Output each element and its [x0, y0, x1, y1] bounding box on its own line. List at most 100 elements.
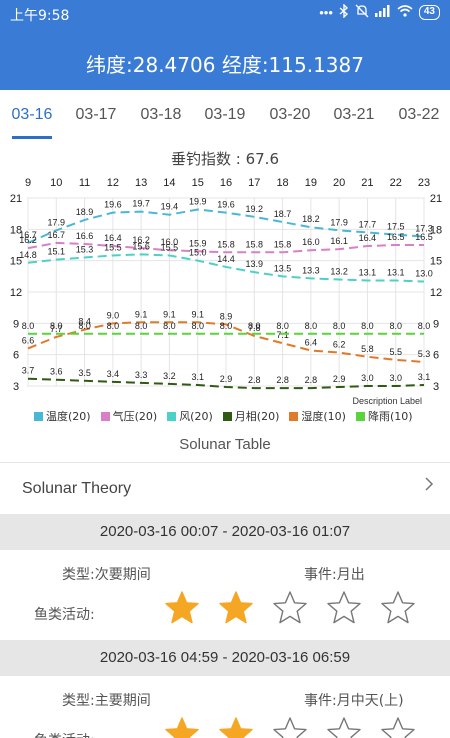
data-label: 17.7 — [359, 219, 377, 229]
data-label: 8.0 — [418, 321, 431, 331]
series-line — [27, 208, 425, 244]
data-label: 2.8 — [276, 375, 289, 385]
tab-03-21[interactable]: 03-21 — [333, 106, 375, 123]
tab-03-18[interactable]: 03-18 — [140, 106, 182, 123]
tab-03-16[interactable]: 03-16 — [11, 106, 53, 123]
series-line — [27, 253, 425, 283]
tab-03-17[interactable]: 03-17 — [75, 106, 117, 123]
fish-activity-rating — [164, 716, 416, 738]
bluetooth-icon — [339, 3, 349, 21]
chart-title: 垂钓指数 : 67.6 — [171, 150, 279, 168]
data-label: 16.0 — [302, 237, 320, 247]
battery-indicator: 43 — [418, 5, 440, 20]
tab-03-22[interactable]: 03-22 — [398, 106, 440, 123]
data-label: 17.9 — [48, 217, 66, 227]
y-tick-label-right: 6 — [433, 350, 439, 362]
data-label: 3.4 — [107, 369, 120, 379]
data-label: 17.3 — [415, 224, 433, 234]
data-label: 15.1 — [48, 247, 66, 257]
legend-label: 月相(20) — [234, 410, 280, 423]
x-tick-label: 10 — [50, 177, 62, 189]
star-empty-icon — [272, 716, 308, 738]
legend-label: 风(20) — [179, 410, 213, 423]
data-label: 2.8 — [305, 375, 318, 385]
y-tick-label-right: 18 — [430, 224, 442, 236]
period-type: 类型:次要期间 — [62, 567, 151, 583]
period-time-range: 2020-03-16 04:59 - 2020-03-16 06:59 — [0, 640, 450, 676]
x-tick-label: 19 — [305, 177, 317, 189]
star-filled-icon — [164, 716, 200, 738]
data-label: 9.1 — [163, 309, 176, 319]
star-empty-icon — [326, 590, 362, 631]
x-tick-label: 22 — [390, 177, 402, 189]
y-tick-label-left: 18 — [10, 224, 22, 236]
data-label: 19.4 — [161, 202, 179, 212]
active-tab-indicator — [12, 136, 52, 139]
period-event: 事件:月中天(上) — [304, 693, 404, 709]
data-label: 17.5 — [387, 222, 405, 232]
star-empty-icon — [380, 716, 416, 738]
data-label: 3.2 — [163, 371, 176, 381]
data-label: 5.3 — [418, 349, 431, 359]
x-tick-label: 16 — [220, 177, 232, 189]
data-label: 17.9 — [330, 217, 348, 227]
data-label: 8.0 — [22, 321, 35, 331]
data-label: 8.9 — [220, 311, 233, 321]
legend-item: 湿度(10) — [289, 408, 346, 424]
x-tick-label: 11 — [79, 177, 90, 189]
data-label: 9.1 — [135, 309, 148, 319]
app-header: 上午9:58 ••• 43 纬度:28.4706 经度:115.1387 — [0, 0, 450, 90]
star-empty-icon — [326, 716, 362, 738]
data-label: 9.1 — [191, 309, 204, 319]
data-label: 8.0 — [248, 321, 261, 331]
data-label: 16.5 — [415, 232, 433, 242]
status-icons: ••• 43 — [319, 3, 440, 21]
data-label: 3.0 — [361, 373, 374, 383]
x-tick-label: 13 — [135, 177, 147, 189]
fish-activity-label: 鱼类活动: — [34, 730, 95, 738]
y-tick-label-left: 21 — [10, 193, 22, 205]
data-label: 2.8 — [248, 375, 261, 385]
series-line — [27, 321, 425, 363]
data-label: 19.2 — [246, 204, 264, 214]
y-tick-label-right: 21 — [430, 193, 442, 205]
date-tabs: 03-16 03-17 03-18 03-19 03-20 03-21 03-2… — [0, 90, 450, 140]
legend-swatch — [100, 411, 110, 421]
data-label: 19.9 — [189, 196, 207, 206]
description-label: Description Label — [352, 396, 422, 406]
tab-03-20[interactable]: 03-20 — [269, 106, 311, 123]
data-label: 15.3 — [76, 245, 94, 255]
legend-item: 月相(20) — [222, 408, 280, 424]
period-details: 类型:主要期间 事件:月中天(上) 鱼类活动: — [0, 676, 450, 738]
x-tick-label: 12 — [107, 177, 119, 189]
signal-icon — [374, 5, 391, 20]
data-label: 19.7 — [132, 199, 150, 209]
data-label: 8.0 — [361, 321, 374, 331]
status-time: 上午9:58 — [10, 8, 70, 24]
data-label: 3.6 — [50, 367, 63, 377]
data-label: 3.3 — [135, 370, 148, 380]
tab-03-19[interactable]: 03-19 — [204, 106, 246, 123]
period-type: 类型:主要期间 — [62, 693, 151, 709]
x-tick-label: 21 — [361, 177, 373, 189]
data-label: 13.9 — [246, 259, 264, 269]
star-filled-icon — [218, 590, 254, 631]
legend-swatch — [355, 411, 365, 421]
solunar-theory-row[interactable]: Solunar Theory — [0, 462, 450, 514]
y-tick-label-left: 9 — [13, 318, 19, 330]
legend-label: 气压(20) — [112, 410, 158, 423]
series-line — [27, 377, 425, 390]
data-label: 8.0 — [276, 321, 289, 331]
y-tick-label-right: 3 — [433, 381, 439, 393]
fish-activity-label: 鱼类活动: — [34, 607, 95, 623]
legend-item: 降雨(10) — [355, 408, 413, 424]
x-tick-label: 18 — [276, 177, 288, 189]
legend-swatch — [289, 411, 299, 421]
data-label: 18.9 — [76, 207, 94, 217]
data-label: 16.6 — [76, 231, 94, 241]
star-empty-icon — [272, 590, 308, 631]
data-label: 16.5 — [387, 232, 405, 242]
data-label: 8.4 — [78, 317, 91, 327]
data-label: 7.8 — [248, 323, 261, 333]
y-tick-label-right: 9 — [433, 318, 439, 330]
